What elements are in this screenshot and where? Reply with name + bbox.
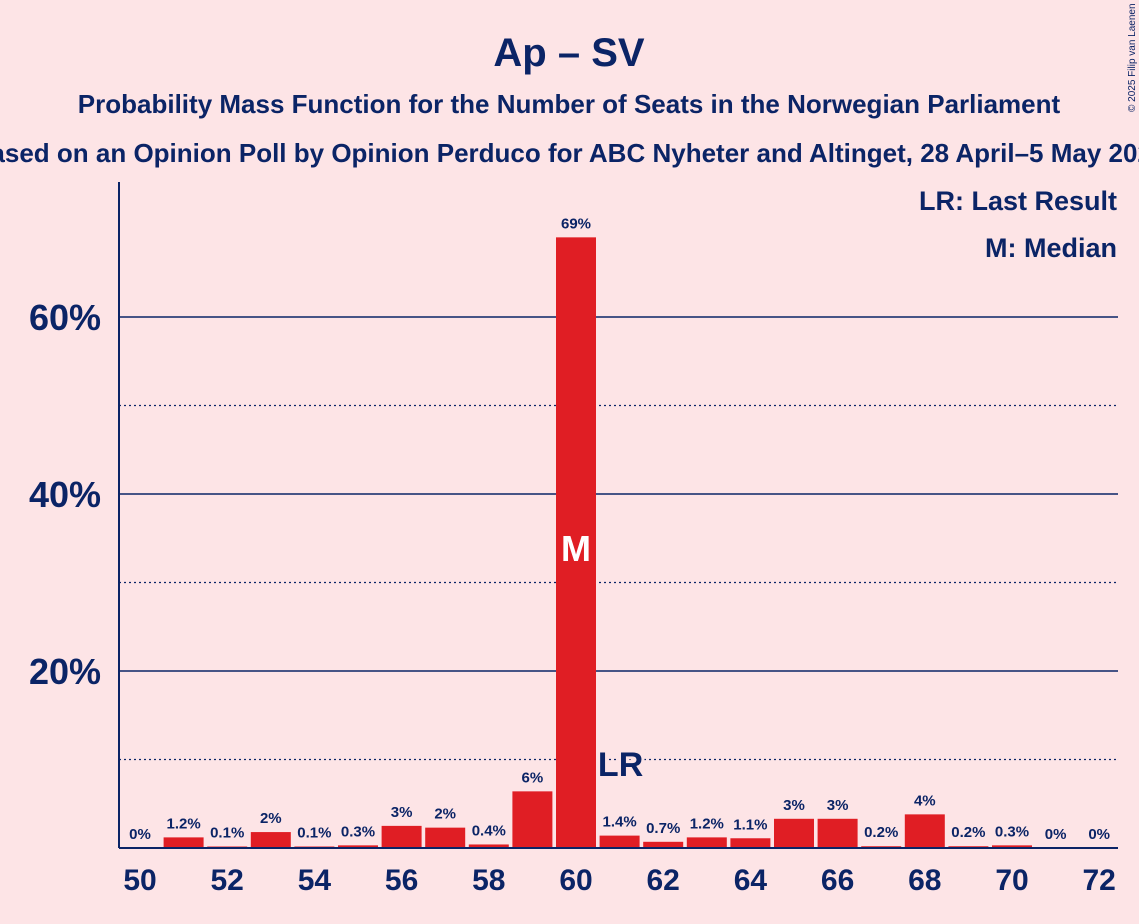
bar-seat-57 — [425, 827, 466, 848]
value-label-seat-51: 1.2% — [166, 815, 200, 832]
bar-seat-53 — [250, 832, 291, 848]
value-label-seat-65: 3% — [783, 797, 805, 814]
value-label-seat-70: 0.3% — [995, 823, 1029, 840]
value-label-seat-64: 1.1% — [733, 816, 767, 833]
x-tick-label: 62 — [647, 864, 680, 897]
chart-subtitle: Probability Mass Function for the Number… — [78, 89, 1061, 119]
x-tick-label: 52 — [211, 864, 244, 897]
x-tick-label: 60 — [559, 864, 592, 897]
legend-last-result: LR: Last Result — [919, 186, 1117, 216]
value-label-seat-59: 6% — [522, 769, 544, 786]
y-axis-ticks: 20% 40% 60% — [29, 297, 101, 692]
bar-seat-58 — [468, 844, 509, 848]
bar-seat-65 — [774, 818, 814, 848]
x-tick-label: 50 — [123, 864, 156, 897]
value-label-seat-53: 2% — [260, 810, 282, 827]
value-label-seat-68: 4% — [914, 792, 936, 809]
bar-seat-64 — [730, 838, 771, 848]
bar-seat-61 — [599, 835, 640, 848]
value-label-seat-67: 0.2% — [864, 824, 898, 841]
last-result-marker: LR — [598, 746, 643, 784]
value-label-seat-62: 0.7% — [646, 820, 680, 837]
copyright-notice: © 2025 Filip van Laenen — [1127, 3, 1138, 112]
chart-title: Ap – SV — [493, 31, 644, 75]
value-label-seat-55: 0.3% — [341, 823, 375, 840]
bar-seat-62 — [643, 841, 684, 848]
value-label-seat-61: 1.4% — [602, 814, 636, 831]
y-tick-label: 40% — [29, 474, 101, 515]
bar-seat-55 — [338, 845, 378, 848]
value-label-seat-57: 2% — [434, 806, 456, 823]
bar-seat-70 — [992, 845, 1032, 848]
x-tick-label: 64 — [734, 864, 768, 897]
x-tick-label: 54 — [298, 864, 332, 897]
bar-seat-66 — [817, 818, 858, 848]
value-label-seat-72: 0% — [1088, 826, 1110, 843]
value-label-seat-66: 3% — [827, 797, 849, 814]
chart-source-subtitle: Based on an Opinion Poll by Opinion Perd… — [0, 138, 1139, 168]
value-label-seat-56: 3% — [391, 804, 413, 821]
bars — [163, 237, 1032, 849]
x-tick-label: 70 — [995, 864, 1028, 897]
y-tick-label: 20% — [29, 651, 101, 692]
x-tick-label: 68 — [908, 864, 941, 897]
value-labels: 0% 1.2% 0.1% 2% 0.1% 0.3% 3% 2% 0.4% 6% 69% 1.4% 0.7… — [129, 215, 1110, 843]
y-tick-label: 60% — [29, 297, 101, 338]
value-label-seat-58: 0.4% — [472, 822, 506, 839]
value-label-seat-54: 0.1% — [297, 825, 331, 842]
x-tick-label: 58 — [472, 864, 505, 897]
value-label-seat-52: 0.1% — [210, 825, 244, 842]
bar-seat-51 — [163, 837, 204, 848]
x-tick-label: 66 — [821, 864, 854, 897]
bar-seat-68 — [904, 814, 945, 848]
bar-seat-60 — [556, 237, 596, 849]
bar-seat-56 — [381, 825, 422, 848]
value-label-seat-50: 0% — [129, 826, 151, 843]
gridlines — [119, 316, 1118, 761]
value-label-seat-60: 69% — [561, 215, 591, 232]
legend-median: M: Median — [985, 233, 1117, 263]
x-tick-label: 72 — [1083, 864, 1116, 897]
value-label-seat-71: 0% — [1045, 826, 1067, 843]
bar-seat-59 — [512, 791, 553, 848]
bar-seat-63 — [686, 837, 727, 848]
x-tick-label: 56 — [385, 864, 418, 897]
x-axis-ticks: 50 52 54 56 58 60 62 64 66 68 70 72 — [123, 864, 1116, 897]
value-label-seat-69: 0.2% — [951, 824, 985, 841]
value-label-seat-63: 1.2% — [690, 815, 724, 832]
median-marker: M — [561, 528, 591, 569]
